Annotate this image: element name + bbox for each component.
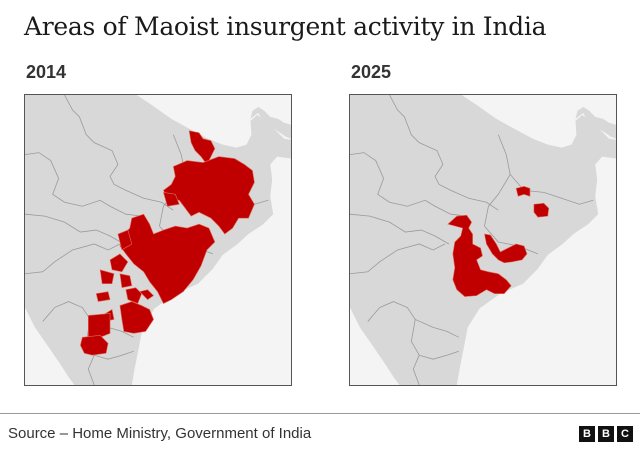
map-2014	[24, 94, 292, 386]
bbc-logo: B B C	[579, 426, 633, 442]
india-map-2014	[25, 95, 291, 385]
affected-districts-2025	[447, 186, 550, 297]
bbc-logo-letter: C	[617, 426, 633, 442]
panel-year-2025: 2025	[351, 62, 392, 82]
map-2025	[349, 94, 617, 386]
source-note: Source – Home Ministry, Government of In…	[8, 425, 312, 442]
bbc-logo-letter: B	[598, 426, 614, 442]
india-map-2025	[350, 95, 616, 385]
affected-districts-2014	[80, 130, 255, 356]
panel-year-2014: 2014	[26, 62, 67, 82]
chart-title: Areas of Maoist insurgent activity in In…	[24, 12, 547, 41]
bbc-logo-letter: B	[579, 426, 595, 442]
footer-divider	[0, 413, 640, 414]
